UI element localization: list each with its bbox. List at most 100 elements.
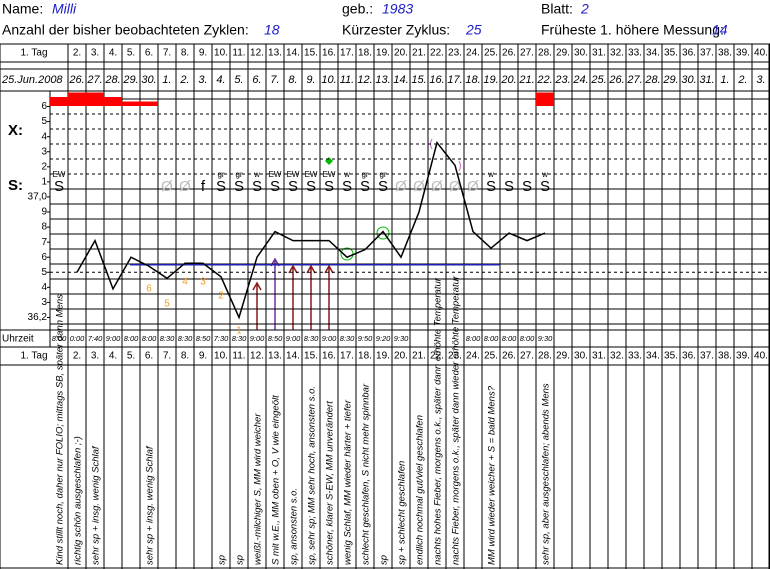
mucus-symbol: S (378, 178, 388, 195)
day-label: 19. (376, 48, 390, 59)
date-label: 11. (340, 74, 354, 86)
day-label: 14. (286, 48, 300, 59)
arrow (288, 264, 298, 330)
mucus-symbol: Ø (161, 178, 173, 195)
date-label: 17. (447, 74, 462, 86)
mucus-symbol: Ø (179, 178, 191, 195)
note: sehr sp + insg. wenig Schlaf (91, 445, 102, 565)
date-label: 7. (270, 74, 279, 86)
day-label: 39. (736, 48, 750, 59)
mucus-sup: EW (53, 170, 66, 179)
date-label: 1. (162, 74, 171, 86)
date-label: 5. (234, 74, 243, 86)
day-label: 30. (574, 48, 588, 59)
date-label: 13. (375, 74, 390, 86)
day-label: 36. (682, 351, 696, 362)
note: sp (379, 555, 390, 565)
day-label: 21. (412, 48, 426, 59)
note: sp (235, 555, 246, 565)
date-label: 30. (681, 74, 696, 86)
day-label: 15. (304, 48, 318, 59)
day-label: 13. (268, 48, 282, 59)
bleeding-bar (86, 92, 104, 106)
time-label: 8:50 (268, 334, 283, 343)
y-tick-label: 37,0 (28, 192, 48, 203)
mucus-symbol: S (342, 178, 352, 195)
y-tick-label: 2 (41, 161, 47, 172)
date-label: 23. (554, 74, 570, 86)
birth-value: 1983 (382, 1, 413, 17)
day-label: 38. (718, 48, 732, 59)
mucus-symbol: S (540, 178, 550, 195)
mucus-sup: w (253, 170, 260, 179)
earliest-value: 14 (712, 22, 728, 38)
time-label: 8:00 (142, 334, 157, 343)
green-diamond (325, 157, 333, 165)
day-label: 23. (448, 48, 462, 59)
y-tick-label: 7 (41, 237, 47, 248)
date-label: 10. (321, 74, 336, 86)
y-tick-label: 1 (41, 177, 47, 188)
day-label: 7. (163, 48, 171, 59)
day-label: 3. (91, 48, 99, 59)
y-tick-label: 9 (41, 207, 47, 218)
date-label: 30. (141, 74, 156, 86)
day-label: 33. (628, 48, 642, 59)
day-label: 14. (286, 351, 300, 362)
time-label: 9:30 (394, 334, 409, 343)
mucus-sup: EW (269, 170, 282, 179)
mucus-symbol: Ø (467, 178, 479, 195)
note: sp (217, 555, 228, 565)
time-label: 8:00 (484, 334, 499, 343)
time-label: 8:00 (124, 334, 139, 343)
day-label: 26. (502, 48, 516, 59)
mucus-sup: w (487, 170, 494, 179)
date-label: 21. (518, 74, 534, 86)
name-label: Name: (2, 1, 43, 17)
date-label: 31. (699, 74, 714, 86)
day-label: 23. (448, 351, 462, 362)
mucus-symbol: S (324, 178, 334, 195)
mucus-symbol: Ø (449, 178, 461, 195)
day-label: 33. (628, 351, 642, 362)
earliest-label: Früheste 1. höhere Messung: (541, 22, 724, 38)
day-label: 35. (664, 48, 678, 59)
time-label: 8:00 (520, 334, 535, 343)
time-label: 8:00 (466, 334, 481, 343)
y-tick-label: 3 (41, 297, 47, 308)
day-label: 6. (145, 48, 153, 59)
day-label: 24. (466, 351, 480, 362)
note: endlich nochmal gut/viel geschlafen (415, 415, 426, 565)
cycles-label: Anzahl der bisher beobachteten Zyklen: (2, 22, 249, 38)
day-label: 20. (394, 351, 408, 362)
day-label: 32. (610, 351, 624, 362)
countdown-digit: 2 (218, 291, 224, 302)
date-label: 26. (68, 74, 84, 86)
day-label: 18. (358, 351, 372, 362)
mucus-symbol: S (486, 178, 496, 195)
date-label: 27. (626, 74, 642, 86)
day-label: 8. (181, 351, 189, 362)
mucus-sup: gr (235, 170, 242, 179)
day-label: 15. (304, 351, 318, 362)
bleeding-bar (140, 101, 158, 106)
green-circle (376, 226, 390, 240)
purple-bracket (458, 160, 461, 172)
note: sehr sp + insg. wenig Schlaf (145, 445, 156, 565)
day-label: 20. (394, 48, 408, 59)
date-label: 12. (357, 74, 372, 86)
day-label: 36. (682, 48, 696, 59)
day-label: 2. (73, 48, 81, 59)
day-label: 5. (127, 351, 135, 362)
note: MM wird wieder weicher + S = bald Mens? (487, 385, 498, 565)
time-label: 9:00 (286, 334, 301, 343)
countdown-digit: 4 (182, 277, 188, 288)
note: weißl.-milchiger S, MM wird weicher (253, 413, 264, 565)
day-label: 29. (556, 351, 570, 362)
y-tick-label: 5 (41, 267, 47, 278)
day-label: 37. (700, 351, 714, 362)
mucus-symbol: S (360, 178, 370, 195)
date-label: 6. (252, 74, 261, 86)
day-label: 6. (145, 351, 153, 362)
note: schlecht geschlafen, S nicht mehr spinnb… (361, 383, 372, 565)
